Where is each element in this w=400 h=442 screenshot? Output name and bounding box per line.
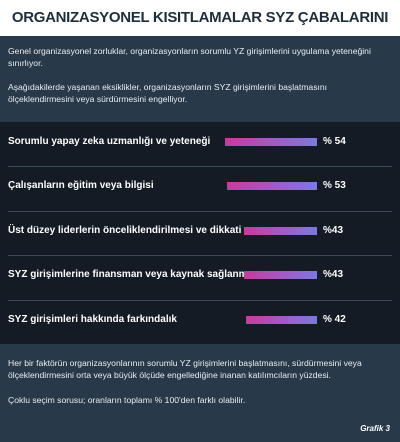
bar-value-label: %43	[323, 269, 344, 281]
figure-caption: Grafik 3	[360, 424, 390, 433]
intro-text-2: Aşağıdakilerde yaşanan eksiklikler, orga…	[8, 82, 328, 104]
footer-note-2: Çoklu seçim sorusu; oranların toplamı % …	[8, 395, 246, 405]
bar-value-label: % 42	[323, 313, 346, 325]
bar	[246, 315, 317, 324]
bar-category-label: Sorumlu yapay zeka uzmanlığı ve yeteneği	[8, 136, 211, 147]
bar-value-label: %43	[323, 224, 344, 236]
bar-category-label: SYZ girişimleri hakkında farkındalık	[8, 313, 177, 325]
row-separator	[8, 299, 392, 301]
intro-text-1: Genel organizasyonel zorluklar, organiza…	[8, 46, 371, 68]
bar-category-label: Çalışanların eğitim veya bilgisi	[8, 180, 154, 192]
bar	[225, 138, 317, 146]
bar	[244, 226, 317, 235]
bar	[244, 271, 317, 280]
row-separator	[8, 255, 392, 257]
bar-value-label: % 53	[323, 180, 346, 192]
bar-category-label: SYZ girişimlerine finansman veya kaynak …	[8, 269, 262, 281]
bar-value-label: % 54	[323, 136, 346, 147]
chart-title: ORGANIZASYONEL KISITLAMALAR SYZ ÇABALARI…	[0, 0, 400, 62]
bar-chart-area	[0, 122, 400, 344]
bar	[227, 182, 317, 191]
row-separator	[8, 210, 392, 212]
bar-category-label: Üst düzey liderlerin önceliklendirilmesi…	[8, 224, 242, 236]
row-separator	[8, 166, 392, 168]
footer-note-1: Her bir faktörün organizasyonlarının sor…	[8, 358, 362, 380]
